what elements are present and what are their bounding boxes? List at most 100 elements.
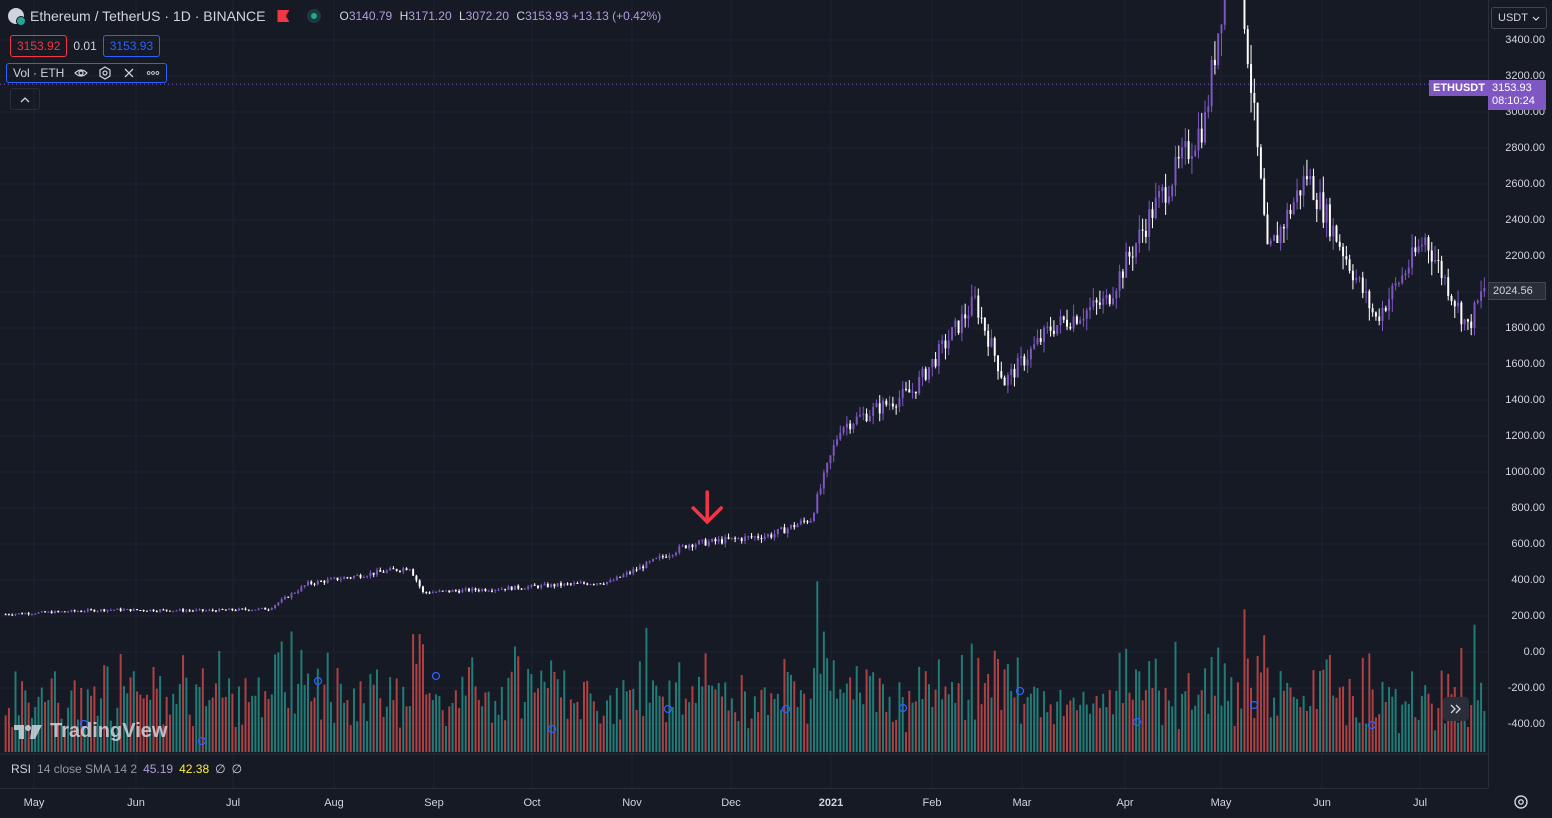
candle-body [497, 589, 500, 591]
close-value: 3153.93 [525, 9, 569, 23]
candle-body [352, 575, 355, 578]
flag-icon[interactable] [277, 10, 290, 22]
volume-bar [1020, 723, 1023, 752]
volume-bar [1430, 703, 1433, 752]
candle-body [1194, 150, 1197, 157]
volume-bar [211, 697, 214, 752]
volume-bar [195, 684, 198, 752]
arrow-shape [691, 490, 723, 525]
volume-bar [149, 699, 152, 752]
candle-body [201, 609, 204, 611]
volume-bar [681, 714, 684, 752]
volume-bar [1148, 661, 1151, 752]
candle-body [1466, 319, 1469, 322]
volume-bar [507, 677, 510, 752]
volume-bar [300, 649, 303, 752]
collapse-legend-button[interactable] [10, 88, 40, 110]
candle-body [481, 589, 484, 591]
candle-body [744, 536, 746, 541]
volume-bar [977, 657, 980, 752]
candle-body [776, 529, 779, 534]
gear-icon[interactable] [98, 66, 112, 80]
volume-bar [477, 699, 480, 752]
volume-bar [878, 678, 881, 752]
candle-body [1138, 229, 1141, 244]
volume-bar [237, 686, 240, 752]
sell-button[interactable]: 3153.92 [10, 35, 68, 57]
candle-body [1424, 237, 1427, 245]
candle-body [1263, 178, 1266, 215]
candle-body [293, 592, 296, 594]
candle-body [1020, 356, 1023, 358]
candle-body [1302, 176, 1305, 196]
volume-bar [346, 700, 349, 752]
signal-marker [898, 703, 908, 713]
currency-select[interactable]: USDT [1491, 7, 1547, 29]
market-status-icon[interactable] [307, 9, 322, 23]
volume-bar [642, 716, 645, 752]
candle-body [73, 610, 76, 612]
candle-body [145, 610, 148, 612]
candle-body [1115, 290, 1118, 299]
symbol-title[interactable]: Ethereum / TetherUS · 1D · BINANCE [30, 8, 266, 24]
volume-bar [1135, 669, 1138, 752]
volume-bar [316, 668, 319, 752]
scroll-to-realtime-button[interactable] [1443, 697, 1469, 721]
price-axis[interactable]: 3400.00 3200.00 3000.00 2800.00 2600.00 2400.… [1488, 0, 1552, 788]
volume-bar [727, 710, 730, 752]
down-arrow-annotation[interactable] [691, 490, 723, 525]
candle-body [454, 590, 457, 592]
eye-icon[interactable] [74, 66, 89, 80]
volume-bar [658, 695, 661, 752]
volume-bar [1427, 693, 1430, 752]
volume-bar [1223, 663, 1226, 752]
candle-body [1348, 259, 1351, 271]
volume-bar [941, 699, 944, 752]
candle-body [471, 588, 474, 592]
candle-body [372, 572, 375, 575]
candle-body [435, 591, 438, 593]
volume-bar [609, 695, 612, 752]
volume-bar [1227, 700, 1230, 752]
chart-pane[interactable] [0, 0, 1488, 788]
volume-bar [954, 702, 957, 752]
volume-bar [1266, 667, 1269, 752]
candle-body [714, 538, 717, 542]
more-icon[interactable] [146, 66, 160, 80]
candle-body [63, 611, 66, 613]
volume-bar [882, 684, 884, 752]
candle-body [1075, 316, 1078, 324]
rsi-legend[interactable]: RSI 14 close SMA 14 2 45.19 42.38 ∅ ∅ [11, 762, 242, 776]
close-icon[interactable] [122, 66, 136, 80]
candle-body [165, 609, 168, 611]
volume-bar [1154, 658, 1157, 752]
candle-body [323, 581, 326, 583]
time-tick-label: Mar [1012, 797, 1032, 809]
candle-body [270, 608, 273, 610]
volume-bar [1289, 687, 1292, 752]
volume-indicator-legend[interactable]: Vol · ETH [6, 63, 168, 83]
rsi-empty-value-1: ∅ [215, 762, 226, 776]
volume-bar [908, 690, 911, 752]
candle-body [1204, 112, 1207, 143]
volume-bar [990, 697, 993, 752]
volume-bar [1000, 709, 1003, 752]
candle-body [90, 609, 93, 611]
volume-bar [1299, 707, 1302, 752]
candle-body [70, 610, 73, 612]
time-axis[interactable]: May Jun Jul Aug Sep Oct Nov Dec 2021 Feb Mar Apr May… [0, 788, 1488, 818]
tradingview-logo[interactable]: TradingView [14, 720, 167, 743]
volume-bar [375, 669, 378, 752]
volume-bar [116, 707, 119, 752]
buy-button[interactable]: 3153.93 [102, 35, 161, 57]
candle-body [451, 590, 454, 593]
high-label: H [399, 9, 409, 23]
candle-body [1335, 225, 1338, 242]
candle-body [76, 611, 79, 613]
candle-body [783, 527, 786, 534]
price-chart[interactable] [0, 0, 1488, 788]
volume-bar [1105, 707, 1108, 752]
volume-bar [1141, 700, 1144, 752]
volume-bar [1450, 694, 1453, 752]
chart-settings-button[interactable] [1512, 793, 1530, 811]
